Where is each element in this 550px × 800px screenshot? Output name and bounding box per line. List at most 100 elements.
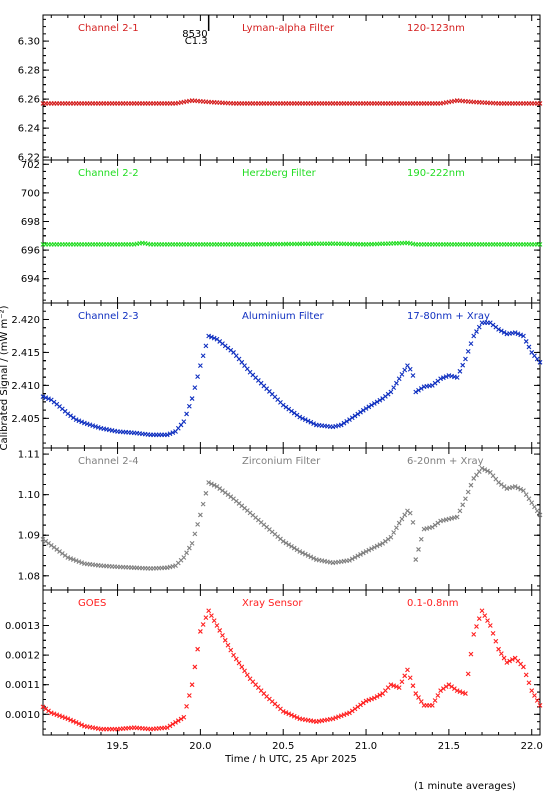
data-point — [355, 704, 361, 710]
data-point — [443, 684, 449, 690]
data-point — [440, 375, 446, 381]
data-point — [391, 683, 397, 689]
data-point — [192, 385, 198, 390]
x-tick-label: 21.5 — [438, 741, 460, 752]
data-point — [366, 404, 372, 410]
data-point — [515, 485, 521, 491]
data-point — [76, 559, 82, 564]
data-point — [228, 647, 234, 653]
data-point — [413, 557, 419, 562]
data-point — [59, 714, 65, 720]
data-point — [43, 706, 49, 712]
data-point — [65, 411, 71, 417]
data-point — [341, 420, 347, 426]
data-point — [181, 555, 187, 560]
data-point — [87, 422, 93, 428]
data-point — [206, 333, 212, 339]
data-point — [377, 542, 383, 548]
data-point — [170, 721, 176, 727]
channel-label: GOES — [78, 598, 106, 609]
data-point — [90, 423, 96, 428]
data-point — [518, 486, 524, 492]
data-point — [300, 415, 305, 421]
footnote: (1 minute averages) — [414, 781, 516, 792]
data-point — [416, 547, 421, 552]
data-point — [344, 711, 350, 717]
data-point — [507, 658, 513, 664]
data-point — [410, 519, 416, 525]
data-point — [291, 545, 297, 551]
y-tick-label: 6.26 — [18, 95, 40, 106]
flare-label: 8530 — [182, 29, 207, 40]
data-point — [338, 713, 344, 719]
data-point — [402, 673, 408, 679]
data-point — [363, 549, 369, 554]
data-point — [184, 411, 189, 417]
x-tick-label: 22.0 — [521, 741, 543, 752]
channel-label: Channel 2-2 — [78, 168, 139, 179]
data-point — [465, 489, 471, 495]
data-point — [192, 664, 198, 670]
data-point — [374, 399, 380, 405]
data-point — [460, 362, 466, 368]
panel-frame — [42, 589, 541, 736]
data-point — [54, 712, 60, 718]
data-point — [302, 417, 308, 423]
data-point — [68, 556, 74, 561]
data-point — [347, 710, 352, 716]
data-point — [457, 689, 463, 694]
data-point — [471, 333, 477, 339]
data-point — [289, 408, 294, 414]
data-point — [286, 711, 292, 717]
data-point — [203, 490, 209, 496]
data-point — [184, 704, 189, 709]
data-point — [523, 672, 529, 678]
data-point — [388, 389, 394, 395]
data-point — [394, 380, 399, 386]
data-point — [487, 623, 493, 628]
data-point — [407, 675, 413, 681]
data-point — [336, 714, 341, 720]
data-point — [369, 402, 374, 408]
data-point — [366, 547, 372, 553]
data-point — [197, 512, 203, 518]
data-point — [178, 716, 184, 722]
data-point — [175, 718, 181, 724]
data-point — [460, 690, 466, 695]
panel-frame — [42, 159, 541, 304]
data-point — [485, 468, 490, 474]
data-point — [211, 335, 217, 341]
data-point — [164, 725, 170, 730]
data-point — [529, 500, 535, 506]
data-point — [360, 550, 366, 556]
data-point — [76, 721, 82, 727]
data-point — [371, 695, 377, 701]
data-point — [65, 716, 71, 722]
data-point — [463, 356, 468, 362]
data-point — [302, 551, 308, 557]
data-point — [189, 396, 195, 401]
data-point — [186, 403, 192, 409]
data-point — [374, 543, 380, 549]
data-point — [512, 484, 518, 489]
data-point — [534, 508, 540, 514]
data-point — [532, 504, 537, 510]
data-point — [347, 557, 352, 563]
data-point — [214, 623, 220, 628]
data-point — [217, 628, 223, 633]
x-tick-label: 20.0 — [189, 741, 211, 752]
data-point — [280, 538, 286, 544]
data-point — [294, 547, 300, 553]
filter-label: Aluminium Filter — [242, 311, 325, 322]
data-point — [512, 330, 518, 336]
chart-panels: 6.22 6.24 6.26 6.28 6.30 Channel 2-1 Lyman-alp… — [5, 14, 543, 752]
x-tick-label: 19.5 — [106, 741, 128, 752]
data-point — [537, 241, 543, 247]
data-point — [294, 715, 300, 720]
data-point — [521, 488, 526, 493]
data-point — [396, 685, 402, 691]
data-point — [377, 692, 383, 698]
data-point — [239, 664, 245, 670]
y-tick-label: 0.0013 — [5, 621, 40, 632]
